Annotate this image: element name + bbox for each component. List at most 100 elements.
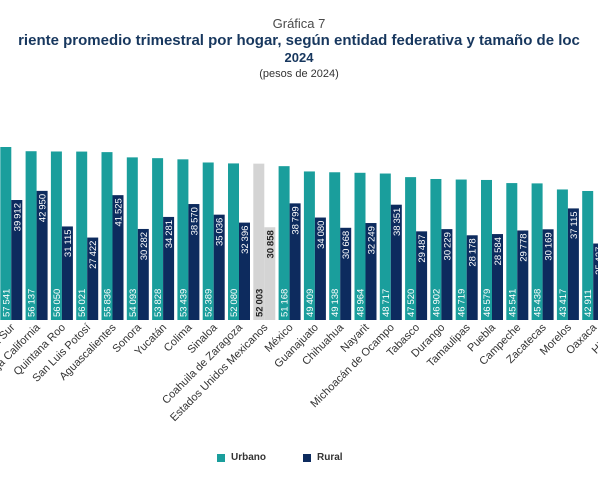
bar-rural-23 bbox=[567, 208, 579, 320]
bar-rural-5 bbox=[112, 195, 124, 320]
bar-rural-12 bbox=[289, 203, 301, 320]
value-label-rural-2: 42 950 bbox=[38, 194, 49, 222]
bar-urbano-11 bbox=[253, 163, 265, 320]
value-label-urbano-16: 48 717 bbox=[381, 289, 392, 317]
bar-urbano-4 bbox=[76, 151, 88, 320]
value-label-rural-9: 35 036 bbox=[215, 218, 226, 246]
bar-urbano-8 bbox=[177, 159, 189, 320]
bar-rural-1 bbox=[11, 200, 23, 320]
value-label-urbano-12: 51 168 bbox=[280, 289, 291, 317]
bar-urbano-15 bbox=[354, 172, 366, 320]
value-label-urbano-9: 52 389 bbox=[204, 289, 215, 317]
value-label-rural-22: 30 169 bbox=[544, 232, 555, 260]
value-label-rural-12: 38 799 bbox=[291, 206, 302, 234]
value-label-urbano-24: 42 911 bbox=[583, 289, 594, 317]
value-label-rural-7: 34 281 bbox=[164, 220, 175, 248]
value-label-urbano-10: 52 080 bbox=[229, 289, 240, 317]
bar-rural-24 bbox=[593, 243, 598, 320]
value-label-rural-3: 31 115 bbox=[63, 229, 74, 257]
value-label-rural-6: 30 282 bbox=[139, 232, 150, 260]
bar-urbano-17 bbox=[405, 177, 417, 320]
bar-urbano-23 bbox=[556, 189, 568, 320]
bar-rural-19 bbox=[466, 235, 478, 320]
bar-urbano-1 bbox=[0, 147, 12, 320]
bar-rural-2 bbox=[36, 190, 48, 320]
bar-rural-16 bbox=[390, 204, 402, 320]
value-label-rural-13: 34 080 bbox=[316, 221, 327, 249]
bar-rural-6 bbox=[137, 228, 149, 320]
bar-rural-18 bbox=[441, 229, 453, 320]
bar-rural-10 bbox=[239, 222, 250, 320]
value-label-rural-10: 32 396 bbox=[240, 226, 251, 254]
bar-rural-4 bbox=[87, 237, 99, 320]
value-label-rural-21: 29 778 bbox=[518, 233, 529, 261]
bar-urbano-18 bbox=[430, 178, 442, 320]
bar-rural-9 bbox=[213, 214, 225, 320]
value-label-rural-11: 30 858 bbox=[265, 230, 276, 258]
value-label-rural-19: 28 178 bbox=[468, 238, 479, 266]
value-label-rural-15: 32 249 bbox=[367, 226, 378, 254]
value-label-rural-23: 37 115 bbox=[569, 211, 580, 239]
bar-urbano-21 bbox=[506, 183, 518, 320]
value-label-urbano-2: 56 137 bbox=[27, 289, 38, 317]
chart-units: (pesos de 2024) bbox=[259, 68, 339, 80]
bar-rural-17 bbox=[416, 231, 428, 320]
value-label-rural-24: 25 437 bbox=[594, 247, 598, 275]
value-label-rural-16: 38 351 bbox=[392, 208, 403, 236]
value-label-urbano-11: 52 003 bbox=[254, 289, 265, 317]
legend-urbano-label: Urbano bbox=[231, 452, 266, 463]
chart-title: riente promedio trimestral por hogar, se… bbox=[18, 32, 580, 49]
bar-urbano-14 bbox=[329, 172, 341, 320]
legend-rural-swatch bbox=[303, 453, 311, 462]
bar-rural-7 bbox=[163, 216, 175, 320]
value-label-urbano-21: 45 541 bbox=[507, 289, 518, 317]
value-label-urbano-1: 57 541 bbox=[1, 289, 12, 317]
value-label-rural-4: 27 422 bbox=[88, 241, 99, 269]
bar-rural-21 bbox=[517, 230, 529, 320]
value-label-rural-20: 28 584 bbox=[493, 237, 504, 265]
value-label-urbano-8: 53 439 bbox=[178, 289, 189, 317]
bar-urbano-13 bbox=[303, 171, 315, 320]
bar-urbano-7 bbox=[152, 158, 164, 320]
bar-urbano-24 bbox=[582, 190, 594, 320]
bar-urbano-12 bbox=[278, 166, 290, 320]
bar-urbano-22 bbox=[531, 183, 543, 320]
value-label-urbano-5: 55 836 bbox=[103, 289, 114, 317]
value-label-rural-14: 30 668 bbox=[341, 231, 352, 259]
bar-urbano-19 bbox=[455, 179, 467, 320]
value-label-urbano-19: 46 719 bbox=[457, 289, 468, 317]
bar-urbano-20 bbox=[481, 179, 492, 320]
bar-urbano-16 bbox=[379, 173, 391, 320]
bar-urbano-2 bbox=[25, 151, 37, 320]
bar-rural-22 bbox=[542, 229, 554, 320]
value-label-urbano-17: 47 520 bbox=[406, 289, 417, 317]
value-label-urbano-3: 56 050 bbox=[52, 289, 63, 317]
value-label-urbano-23: 43 417 bbox=[558, 289, 569, 317]
bar-urbano-9 bbox=[202, 162, 214, 320]
bar-rural-8 bbox=[188, 204, 200, 320]
legend-rural-label: Rural bbox=[317, 452, 343, 463]
bar-urbano-5 bbox=[101, 152, 113, 320]
chart-subtitle: 2024 bbox=[284, 50, 314, 65]
chart-kicker: Gráfica 7 bbox=[272, 16, 326, 31]
bar-rural-13 bbox=[314, 217, 326, 320]
value-label-urbano-4: 56 021 bbox=[77, 289, 88, 317]
legend-urbano: Urbano bbox=[217, 452, 266, 463]
legend-rural: Rural bbox=[303, 452, 343, 463]
value-label-urbano-22: 45 438 bbox=[533, 289, 544, 317]
value-label-urbano-18: 46 902 bbox=[431, 289, 442, 317]
bar-rural-14 bbox=[340, 227, 352, 320]
value-label-urbano-14: 49 138 bbox=[330, 289, 341, 317]
bar-rural-15 bbox=[365, 223, 377, 320]
legend-urbano-swatch bbox=[217, 453, 225, 462]
bar-urbano-3 bbox=[50, 151, 62, 320]
value-label-urbano-20: 46 579 bbox=[482, 289, 493, 317]
bar-urbano-10 bbox=[228, 163, 239, 320]
value-label-urbano-15: 48 964 bbox=[356, 289, 367, 317]
value-label-urbano-7: 53 828 bbox=[153, 289, 164, 317]
value-label-urbano-13: 49 409 bbox=[305, 289, 316, 317]
bar-rural-3 bbox=[61, 226, 73, 320]
value-label-urbano-6: 54 093 bbox=[128, 289, 139, 317]
value-label-rural-1: 39 912 bbox=[12, 203, 23, 231]
value-label-rural-5: 41 525 bbox=[114, 198, 125, 226]
